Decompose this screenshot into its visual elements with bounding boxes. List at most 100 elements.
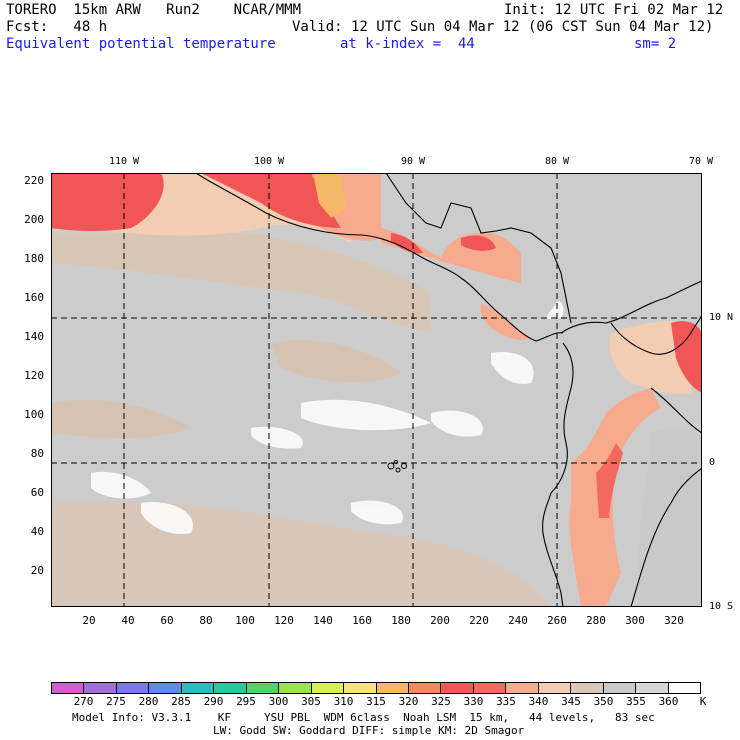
lon-label-80w: 80 W [544, 156, 570, 167]
colorbar-swatch [116, 683, 150, 693]
field-name: Equivalent potential temperature [6, 36, 276, 52]
level-label: at k-index = 44 [340, 36, 475, 52]
amazon-grey [638, 427, 702, 607]
coastlines [195, 173, 702, 607]
y-tick: 220 [24, 174, 44, 187]
colorbar-label: 360 [658, 695, 679, 708]
colorbar-swatch [473, 683, 507, 693]
x-tick: 260 [547, 614, 567, 627]
colorbar-label: 345 [561, 695, 581, 708]
init-time: Init: 12 UTC Fri 02 Mar 12 [504, 2, 724, 18]
colorbar-swatch [214, 683, 247, 693]
colorbar-swatch [506, 683, 539, 693]
colombia-warm [609, 321, 691, 395]
land-costa-rica [480, 303, 531, 340]
y-tick: 180 [24, 252, 44, 265]
colorbar-swatch [344, 683, 377, 693]
graticule [51, 173, 702, 607]
colorbar-label: 280 [138, 695, 159, 708]
x-tick: 140 [313, 614, 333, 627]
colorbar-label: 335 [496, 695, 516, 708]
y-tick: 200 [24, 213, 44, 226]
x-tick: 200 [430, 614, 450, 627]
colorbar-label: 325 [431, 695, 451, 708]
colorbar-swatch [149, 683, 182, 693]
tan-patch-west [51, 399, 191, 438]
x-tick: 280 [586, 614, 606, 627]
colorbar-swatch [246, 683, 280, 693]
x-tick: 160 [352, 614, 372, 627]
x-tick: 220 [469, 614, 489, 627]
colorbar-swatch [311, 683, 345, 693]
tan-patch-mid [271, 339, 401, 383]
land-red-honduras [461, 235, 496, 251]
x-tick: 60 [160, 614, 174, 627]
colorbar-swatch [408, 683, 442, 693]
x-tick: 240 [508, 614, 528, 627]
colorbar-label: 355 [626, 695, 646, 708]
x-tick: 40 [121, 614, 135, 627]
colorbar-swatch [84, 683, 117, 693]
tan-field-north [51, 233, 431, 333]
lon-label-90w: 90 W [400, 156, 426, 167]
physics-info: LW: Godd SW: Goddard DIFF: simple KM: 2D… [213, 724, 525, 737]
y-tick: 20 [30, 564, 44, 577]
colorbar-label: 270 [73, 695, 94, 708]
colorbar-label: 340 [528, 695, 549, 708]
y-tick: 60 [30, 486, 44, 499]
colorbar-label: 300 [268, 695, 289, 708]
smoothing-label: sm= 2 [634, 36, 677, 52]
y-tick: 40 [30, 525, 44, 538]
colorbar-swatch [441, 683, 474, 693]
model-info: Model Info: V3.3.1 KF YSU PBL WDM 6class… [72, 711, 655, 724]
lat-label-10n: 10 N [709, 312, 734, 323]
colorbar-swatch [571, 683, 604, 693]
land-red-guatemala [391, 233, 423, 254]
lat-label-equator: 0 [709, 457, 716, 468]
x-tick: 320 [664, 614, 684, 627]
x-tick: 120 [274, 614, 294, 627]
landmass-central-america [381, 173, 702, 323]
colorbar-swatch [376, 683, 409, 693]
colorbar-label: 350 [593, 695, 614, 708]
colorbar-swatch [279, 683, 312, 693]
x-tick: 100 [235, 614, 255, 627]
y-tick: 120 [24, 369, 44, 382]
andes-red-streak [596, 443, 623, 518]
colorbar [51, 682, 701, 694]
hot-core-nw [51, 173, 164, 232]
model-title: TORERO 15km ARW Run2 NCAR/MMM [6, 2, 302, 18]
colorbar-label: 320 [398, 695, 419, 708]
y-tick: 160 [24, 291, 44, 304]
y-tick: 140 [24, 330, 44, 343]
y-tick: 100 [24, 408, 44, 421]
colorbar-swatch [181, 683, 215, 693]
colorbar-unit: K [699, 695, 707, 708]
x-tick: 300 [625, 614, 645, 627]
colorbar-label: 290 [203, 695, 224, 708]
colorbar-label: 330 [463, 695, 484, 708]
colorbar-label: 295 [236, 695, 256, 708]
colorbar-label: 285 [171, 695, 191, 708]
lat-label-10s: 10 S [709, 601, 734, 612]
venezuela-red [671, 321, 702, 393]
lon-label-110w: 110 W [108, 156, 140, 167]
colorbar-swatch [538, 683, 572, 693]
colorbar-swatch [668, 683, 701, 693]
map-frame [51, 173, 702, 607]
colorbar-swatch [52, 683, 85, 693]
x-tick: 80 [199, 614, 213, 627]
colorbar-label: 305 [301, 695, 321, 708]
colorbar-label: 315 [366, 695, 386, 708]
colorbar-label: 275 [106, 695, 126, 708]
valid-time: Valid: 12 UTC Sun 04 Mar 12 (06 CST Sun … [292, 19, 714, 35]
lon-label-100w: 100 W [253, 156, 285, 167]
hot-core-mexico [201, 173, 341, 228]
lon-label-70w: 70 W [688, 156, 714, 167]
x-tick: 180 [391, 614, 411, 627]
theta-e-map [51, 173, 702, 607]
colorbar-label: 310 [333, 695, 354, 708]
forecast-hour: Fcst: 48 h [6, 19, 108, 35]
yellow-core [313, 173, 346, 218]
andes-warm-strip [569, 388, 661, 607]
